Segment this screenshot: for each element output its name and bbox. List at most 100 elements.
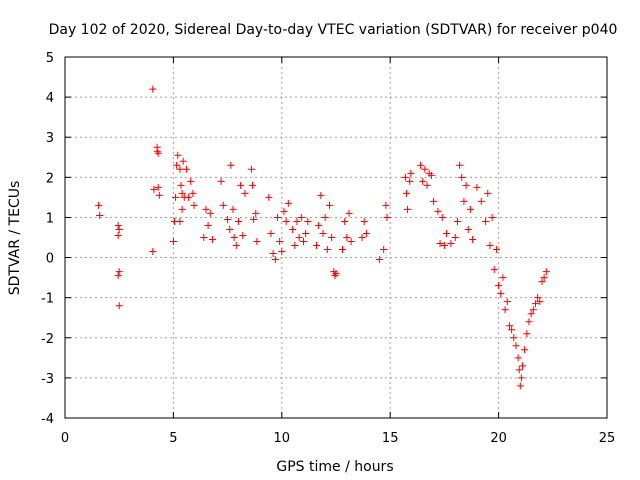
data-point: [488, 213, 496, 221]
data-point: [297, 213, 305, 221]
y-tick-labels: -4 -3 -2 -1 0 1 2 3 4 5: [41, 51, 54, 427]
data-point: [531, 300, 539, 308]
data-point: [517, 374, 525, 382]
data-point: [451, 234, 459, 241]
data-point: [436, 240, 444, 248]
data-point: [518, 362, 526, 370]
data-point: [440, 242, 448, 250]
data-point: [404, 205, 412, 213]
data-point: [226, 225, 234, 233]
data-point: [114, 221, 122, 229]
y-tick-label: -3: [41, 372, 54, 387]
data-point: [149, 248, 157, 256]
data-point: [295, 234, 303, 241]
data-point: [343, 234, 351, 241]
data-point: [464, 225, 472, 233]
data-point: [430, 197, 438, 205]
data-point: [202, 205, 210, 213]
data-point: [312, 242, 320, 250]
data-point: [347, 238, 355, 246]
data-point: [282, 217, 290, 225]
data-point: [284, 199, 292, 207]
data-point: [503, 298, 511, 306]
data-point: [477, 197, 485, 205]
data-point: [529, 306, 537, 314]
data-point: [302, 229, 310, 237]
data-point: [187, 177, 195, 185]
data-point: [484, 189, 492, 197]
data-point: [497, 290, 505, 298]
data-point: [319, 229, 327, 237]
data-point: [299, 238, 307, 246]
data-point: [505, 322, 513, 330]
axis-ticks: [64, 56, 608, 419]
data-point: [419, 177, 427, 185]
data-points: [95, 85, 550, 390]
data-point: [406, 177, 414, 185]
data-point: [382, 201, 390, 209]
data-point: [542, 268, 550, 276]
data-point: [176, 165, 184, 173]
x-tick-label: 15: [382, 431, 399, 446]
data-point: [250, 215, 258, 223]
data-point: [273, 213, 281, 221]
y-tick-label: -1: [41, 292, 54, 307]
data-point: [232, 242, 240, 250]
data-point: [332, 270, 340, 278]
data-point: [458, 173, 466, 181]
data-point: [486, 242, 494, 250]
data-point: [423, 181, 431, 189]
data-point: [401, 173, 409, 181]
data-point: [229, 205, 237, 213]
data-point: [317, 191, 325, 199]
chart-title: Day 102 of 2020, Sidereal Day-to-day VTE…: [49, 22, 618, 38]
data-point: [466, 205, 474, 213]
data-point: [453, 217, 461, 225]
data-point: [204, 221, 212, 229]
data-point: [169, 238, 177, 246]
data-point: [293, 217, 301, 225]
data-point: [115, 302, 123, 310]
data-point: [325, 201, 333, 209]
data-point: [115, 225, 123, 233]
data-point: [523, 330, 531, 338]
x-tick-label: 0: [61, 431, 69, 446]
data-point: [153, 147, 161, 155]
data-point: [172, 193, 180, 201]
data-point: [227, 161, 235, 169]
data-point: [383, 213, 391, 221]
data-point: [512, 342, 520, 350]
data-point: [176, 217, 184, 225]
data-point: [510, 334, 518, 342]
data-point: [345, 209, 353, 217]
data-point: [190, 201, 198, 209]
data-point: [276, 238, 284, 246]
data-point: [96, 211, 104, 219]
data-point: [219, 201, 227, 209]
data-point: [269, 250, 277, 258]
data-point: [460, 197, 468, 205]
grid: [65, 57, 607, 418]
y-tick-label: -2: [41, 332, 54, 347]
data-point: [508, 326, 516, 334]
x-tick-label: 20: [490, 431, 507, 446]
data-point: [230, 234, 238, 241]
data-point: [501, 306, 509, 314]
data-point: [189, 189, 197, 197]
data-point: [155, 191, 163, 199]
data-point: [473, 183, 481, 191]
data-point: [443, 229, 451, 237]
data-point: [447, 240, 455, 248]
data-point: [375, 256, 383, 264]
data-point: [360, 217, 368, 225]
y-tick-label: 0: [46, 252, 54, 267]
data-point: [95, 201, 103, 209]
data-point: [114, 231, 122, 239]
data-point: [267, 229, 275, 237]
data-point: [239, 231, 247, 239]
x-tick-labels: 0 5 10 15 20 25: [61, 431, 615, 446]
data-point: [328, 234, 336, 241]
data-point: [114, 272, 122, 280]
data-point: [536, 298, 544, 306]
data-point: [208, 236, 216, 244]
